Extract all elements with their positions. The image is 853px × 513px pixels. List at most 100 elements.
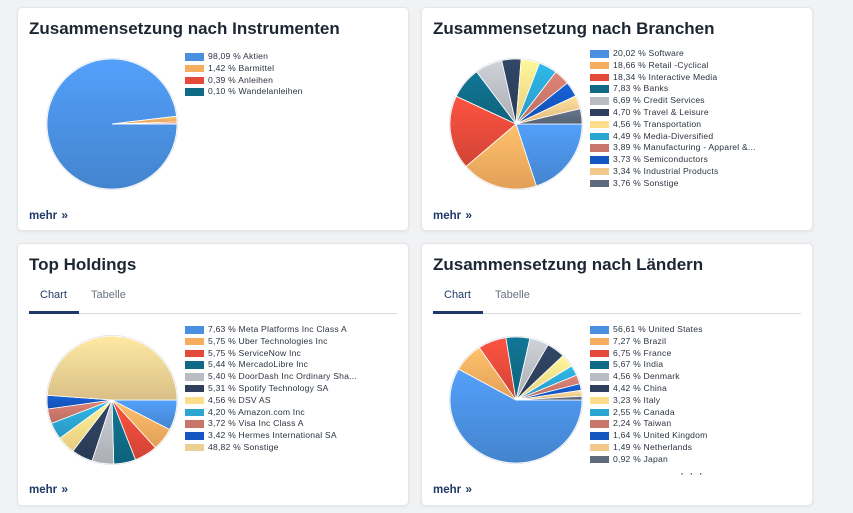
legend-swatch	[590, 396, 609, 405]
legend-item[interactable]: 3,34 % Industrial Products	[590, 166, 756, 178]
legend-item[interactable]: 0,10 % Wandelanleihen	[185, 86, 303, 98]
legend-item[interactable]: 7,83 % Banks	[590, 83, 756, 95]
legend-item[interactable]: 3,76 % Sonstige	[590, 178, 756, 190]
legend-item[interactable]: 1,64 % United Kingdom	[590, 430, 708, 442]
double-chevron-right-icon: »	[465, 482, 473, 496]
legend-item[interactable]: 6,69 % Credit Services	[590, 95, 756, 107]
legend-label: 5,40 % DoorDash Inc Ordinary Sha...	[208, 371, 357, 382]
legend-swatch	[590, 73, 609, 82]
card-title: Zusammensetzung nach Instrumenten	[29, 19, 340, 38]
pie-chart-holdings[interactable]	[45, 332, 179, 468]
legend-label: 48,82 % Sonstige	[208, 441, 279, 452]
legend-item[interactable]: 7,27 % Brazil	[590, 336, 708, 348]
tab-chart[interactable]: Chart	[444, 289, 471, 301]
legend-label: 4,70 % Travel & Leisure	[613, 106, 709, 117]
card-branchen: Zusammensetzung nach Branchen 20,02 % So…	[421, 7, 813, 231]
more-label: mehr	[29, 210, 58, 222]
legend-label: 4,49 % Media-Diversified	[613, 130, 714, 141]
legend-item[interactable]: 0,39 % Anleihen	[185, 75, 303, 87]
legend-label: 56,61 % United States	[613, 324, 703, 334]
legend-item[interactable]: 98,09 % Aktien	[185, 51, 303, 63]
legend-item[interactable]: 5,67 % India	[590, 359, 708, 371]
pie-chart-branchen[interactable]	[448, 56, 584, 192]
legend-label: 4,42 % China	[613, 382, 667, 393]
legend-item[interactable]: 3,23 % Italy	[590, 395, 708, 407]
legend-label: 18,34 % Interactive Media	[613, 71, 718, 82]
double-chevron-right-icon: »	[61, 482, 69, 496]
pie-slice[interactable]	[515, 395, 583, 401]
legend-label: 4,56 % Denmark	[613, 371, 680, 382]
legend-label: 20,02 % Software	[613, 48, 685, 58]
legend-item[interactable]: 4,56 % Denmark	[590, 371, 708, 383]
legend-item[interactable]: 2,55 % Canada	[590, 407, 708, 419]
tab-divider	[29, 313, 397, 314]
more-items-ellipsis: · · ·	[680, 466, 704, 480]
more-link[interactable]: mehr »	[29, 482, 68, 496]
legend-item[interactable]: 18,34 % Interactive Media	[590, 72, 756, 84]
legend-item[interactable]: 48,82 % Sonstige	[185, 442, 357, 454]
legend-item[interactable]: 20,02 % Software	[590, 48, 756, 60]
legend-label: 6,75 % France	[613, 347, 672, 358]
pie-slice[interactable]	[46, 335, 178, 401]
legend-label: 5,44 % MercadoLibre Inc	[208, 359, 309, 370]
more-link[interactable]: mehr »	[433, 208, 472, 222]
legend-label: 0,39 % Anleihen	[208, 74, 274, 85]
legend-item[interactable]: 4,42 % China	[590, 383, 708, 395]
legend-item[interactable]: 2,24 % Taiwan	[590, 418, 708, 430]
legend-item[interactable]: 3,89 % Manufacturing - Apparel &...	[590, 142, 756, 154]
legend-item[interactable]: 7,63 % Meta Platforms Inc Class A	[185, 324, 357, 336]
legend-swatch	[590, 337, 609, 346]
pie-slice[interactable]	[515, 123, 583, 187]
legend-item[interactable]: 6,75 % France	[590, 348, 708, 360]
legend-item[interactable]: 1,42 % Barmittel	[185, 63, 303, 75]
legend-swatch	[590, 132, 609, 141]
legend-item[interactable]: 0,92 % Japan	[590, 454, 708, 466]
tab-tabelle[interactable]: Tabelle	[91, 289, 126, 301]
tab-tabelle[interactable]: Tabelle	[495, 289, 530, 301]
legend-item[interactable]: 4,56 % Transportation	[590, 119, 756, 131]
double-chevron-right-icon: »	[465, 208, 473, 222]
legend-item[interactable]: 3,42 % Hermes International SA	[185, 430, 357, 442]
legend-item[interactable]: 3,72 % Visa Inc Class A	[185, 418, 357, 430]
legend-item[interactable]: 5,40 % DoorDash Inc Ordinary Sha...	[185, 371, 357, 383]
legend-label: 3,72 % Visa Inc Class A	[208, 418, 304, 429]
legend-item[interactable]: 56,61 % United States	[590, 324, 708, 336]
legend-label: 4,20 % Amazon.com Inc	[208, 406, 305, 417]
legend-item[interactable]: 4,49 % Media-Diversified	[590, 131, 756, 143]
legend-label: 4,56 % Transportation	[613, 118, 702, 129]
legend-swatch	[590, 443, 609, 452]
more-link[interactable]: mehr »	[29, 208, 68, 222]
pie-slice[interactable]	[449, 95, 517, 168]
legend-item[interactable]: 5,75 % ServiceNow Inc	[185, 348, 357, 360]
more-link[interactable]: mehr »	[433, 482, 472, 496]
legend-label: 5,75 % ServiceNow Inc	[208, 347, 302, 358]
pie-slice[interactable]	[515, 108, 583, 125]
tab-chart[interactable]: Chart	[40, 289, 67, 301]
pie-slice[interactable]	[465, 123, 537, 190]
legend-item[interactable]: 5,31 % Spotify Technology SA	[185, 383, 357, 395]
pie-slice[interactable]	[449, 368, 583, 464]
legend-label: 3,73 % Semiconductors	[613, 154, 708, 165]
legend-swatch	[185, 373, 204, 381]
legend-item[interactable]: 1,49 % Netherlands	[590, 442, 708, 454]
legend-item[interactable]: 5,75 % Uber Technologies Inc	[185, 336, 357, 348]
legend-item[interactable]: 4,20 % Amazon.com Inc	[185, 407, 357, 419]
legend-swatch	[590, 144, 609, 152]
legend-swatch	[185, 88, 204, 96]
legend-item[interactable]: 4,70 % Travel & Leisure	[590, 107, 756, 119]
legend-swatch	[590, 361, 609, 369]
legend-swatch	[185, 337, 204, 346]
legend-item[interactable]: 5,44 % MercadoLibre Inc	[185, 359, 357, 371]
legend-item[interactable]: 4,56 % DSV AS	[185, 395, 357, 407]
pie-chart-laender[interactable]	[448, 332, 584, 468]
legend-swatch	[590, 349, 609, 358]
legend-swatch	[185, 384, 204, 393]
legend-item[interactable]: 18,66 % Retail -Cyclical	[590, 60, 756, 72]
legend-swatch	[185, 396, 204, 405]
legend-item[interactable]: 3,73 % Semiconductors	[590, 154, 756, 166]
legend-laender: 56,61 % United States 7,27 % Brazil 6,75 %…	[590, 324, 708, 466]
pie-chart-instrumente[interactable]	[45, 56, 179, 192]
legend-swatch	[590, 167, 609, 176]
legend-swatch	[185, 432, 204, 440]
legend-label: 3,89 % Manufacturing - Apparel &...	[613, 142, 756, 153]
